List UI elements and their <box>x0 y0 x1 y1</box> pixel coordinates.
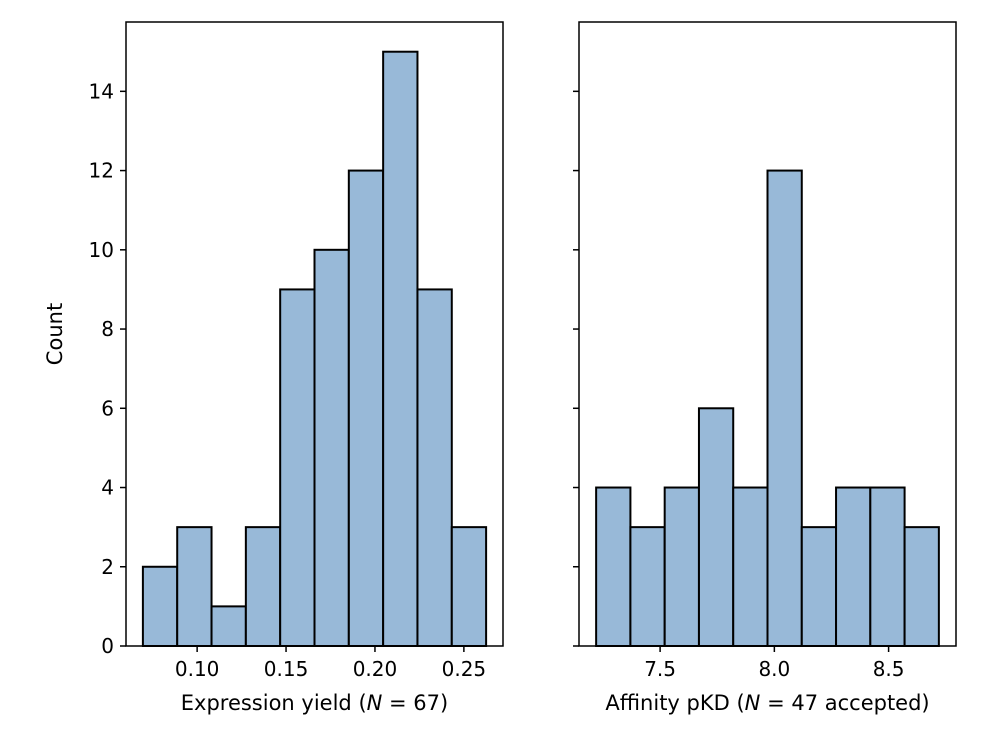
y-tick-label: 4 <box>101 476 114 500</box>
histogram-bar <box>835 486 872 647</box>
histogram-bar <box>766 169 803 647</box>
x-tick-label: 0.15 <box>264 657 309 681</box>
x-tick-label: 7.5 <box>644 657 676 681</box>
histogram-bar <box>416 288 453 647</box>
histogram-bar <box>450 526 488 648</box>
x-tick-label: 0.20 <box>353 657 398 681</box>
y-tick-label: 8 <box>101 317 114 341</box>
expression-yield-histogram: 0 2 4 6 8 10 12 14 0.10 0.15 0.20 0.25 Expression yi… <box>43 21 504 715</box>
histogram-bar <box>903 526 940 648</box>
histogram-bar <box>629 526 666 648</box>
y-tick-label: 0 <box>101 634 114 658</box>
x-axis-label: Affinity pKD (N = 47 accepted) <box>605 691 929 715</box>
y-tick-label: 10 <box>89 238 114 262</box>
x-tick-label: 8.0 <box>758 657 790 681</box>
y-tick-label: 12 <box>89 159 114 183</box>
affinity-pkd-histogram: 7.5 8.0 8.5 Affinity pKD (N = 47 accepted) <box>573 21 957 715</box>
x-tick-label: 0.25 <box>442 657 487 681</box>
axes-frame <box>578 21 957 647</box>
x-tick-label: 8.5 <box>873 657 905 681</box>
histogram-bar <box>800 526 838 648</box>
histogram-bar <box>869 486 906 647</box>
y-tick-label: 14 <box>89 79 114 103</box>
y-tick-label: 6 <box>101 396 114 420</box>
histogram-bar <box>697 407 735 647</box>
histogram-bar <box>663 486 700 647</box>
x-axis-label: Expression yield (N = 67) <box>181 691 448 715</box>
histogram-bar <box>347 169 385 647</box>
histogram-bar <box>313 248 350 648</box>
y-tick-label: 2 <box>101 555 114 579</box>
axes-frame <box>125 21 504 647</box>
histogram-bar <box>210 605 247 648</box>
histogram-bar <box>279 288 316 647</box>
histogram-bar <box>595 486 632 647</box>
histogram-bar <box>176 526 213 648</box>
x-tick-label: 0.10 <box>175 657 220 681</box>
histogram-bar <box>732 486 769 647</box>
histogram-bar <box>244 526 282 648</box>
histogram-bar <box>382 50 419 647</box>
histogram-bar <box>141 565 179 647</box>
y-axis-label: Count <box>43 303 67 365</box>
